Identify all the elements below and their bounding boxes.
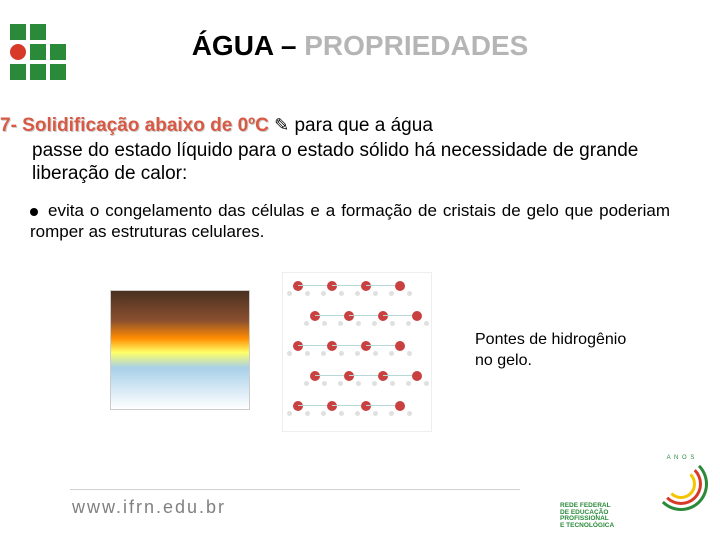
federal-network-logo: A N O S REDE FEDERALDE EDUCAÇÃOPROFISSIO… <box>560 455 710 530</box>
bullet-dot-icon <box>30 208 38 216</box>
body-text: passe do estado líquido para o estado só… <box>32 140 692 186</box>
footer-url: www.ifrn.edu.br <box>72 497 226 518</box>
image-burning-ice <box>110 290 250 410</box>
logo-square <box>10 64 26 80</box>
logo-square <box>30 64 46 80</box>
image-caption: Pontes de hidrogênio no gelo. <box>475 330 635 372</box>
subtitle-rest: para que a água <box>289 115 433 136</box>
logo-square <box>50 64 66 80</box>
lattice-diagram <box>283 273 431 431</box>
title-part2: PROPRIEDADES <box>304 30 528 61</box>
subtitle-lead: - Solidificação abaixo de 0ºC <box>11 115 269 136</box>
image-ice-lattice <box>282 272 432 432</box>
slide-title: ÁGUA – PROPRIEDADES <box>0 30 720 62</box>
subtitle: 7- Solidificação abaixo de 0ºC ✎ para qu… <box>0 115 690 138</box>
arrow-icon: ✎ <box>274 115 289 135</box>
rede-federal-text: REDE FEDERALDE EDUCAÇÃOPROFISSIONALE TEC… <box>560 503 614 530</box>
bullet-text: evita o congelamento das células e a for… <box>30 201 670 241</box>
anos-badge: A N O S <box>652 455 710 513</box>
bullet-item: evita o congelamento das células e a for… <box>30 200 670 243</box>
subtitle-number: 7 <box>0 115 11 136</box>
slide: ÁGUA – PROPRIEDADES 7- Solidificação aba… <box>0 0 720 540</box>
title-part1: ÁGUA – <box>192 30 305 61</box>
divider <box>70 489 520 490</box>
